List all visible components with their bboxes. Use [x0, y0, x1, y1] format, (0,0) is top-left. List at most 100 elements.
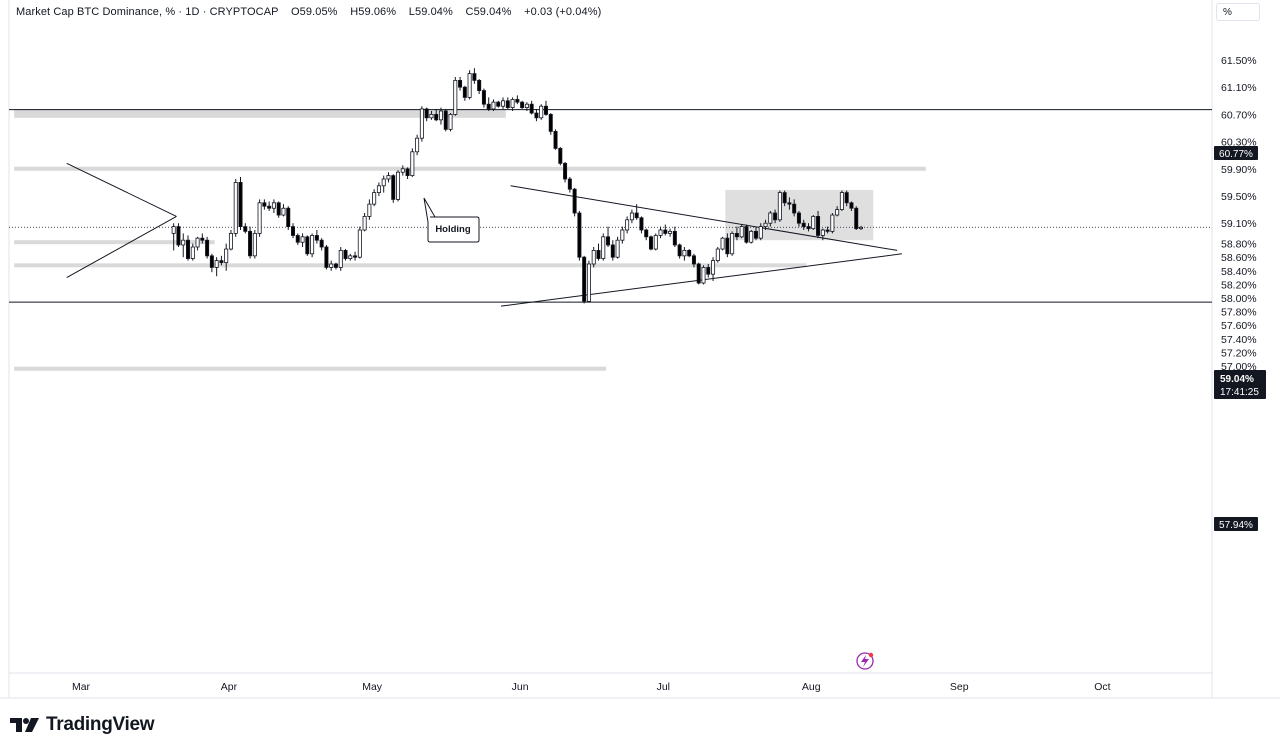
candle[interactable]	[586, 260, 591, 303]
candle[interactable]	[305, 235, 310, 256]
candle[interactable]	[610, 240, 615, 261]
candle[interactable]	[515, 95, 520, 105]
candle[interactable]	[663, 224, 668, 236]
candle[interactable]	[238, 176, 243, 230]
candle[interactable]	[310, 233, 315, 258]
candle[interactable]	[715, 247, 720, 263]
candle[interactable]	[691, 253, 696, 268]
candle[interactable]	[529, 100, 534, 115]
candle[interactable]	[806, 223, 811, 232]
candle[interactable]	[267, 201, 272, 211]
candle[interactable]	[534, 108, 539, 122]
bottom-band[interactable]	[14, 366, 607, 371]
candle[interactable]	[777, 190, 782, 222]
candle[interactable]	[839, 190, 844, 211]
candle[interactable]	[567, 176, 572, 193]
candle[interactable]	[510, 97, 515, 111]
candle[interactable]	[381, 175, 386, 193]
candle[interactable]	[749, 230, 754, 244]
candle[interactable]	[501, 97, 506, 109]
candle[interactable]	[462, 85, 467, 101]
candle[interactable]	[701, 265, 706, 285]
candle[interactable]	[558, 147, 563, 166]
candle[interactable]	[653, 233, 658, 251]
candle[interactable]	[281, 204, 286, 217]
candle[interactable]	[763, 219, 768, 230]
candle[interactable]	[419, 106, 424, 142]
candle[interactable]	[787, 197, 792, 210]
candle[interactable]	[553, 129, 558, 150]
candle[interactable]	[410, 148, 415, 177]
candle[interactable]	[176, 223, 181, 247]
candle[interactable]	[429, 111, 434, 120]
mid-resistance-line[interactable]	[14, 166, 926, 171]
candle[interactable]	[181, 233, 186, 258]
candle[interactable]	[195, 236, 200, 251]
candle[interactable]	[224, 243, 229, 271]
candle[interactable]	[453, 77, 458, 116]
candle[interactable]	[744, 224, 749, 244]
candle[interactable]	[400, 165, 405, 176]
candle[interactable]	[443, 108, 448, 132]
candle[interactable]	[271, 199, 276, 213]
candle[interactable]	[286, 206, 291, 230]
candle[interactable]	[200, 233, 205, 244]
left-wedge-upper[interactable]	[66, 162, 177, 217]
candle[interactable]	[257, 199, 262, 237]
candle[interactable]	[582, 255, 587, 304]
candle[interactable]	[276, 201, 281, 218]
candle[interactable]	[792, 199, 797, 217]
triangle-lower[interactable]	[500, 253, 903, 307]
candle[interactable]	[243, 223, 248, 234]
candle[interactable]	[386, 172, 391, 183]
candle[interactable]	[859, 225, 864, 230]
candle[interactable]	[314, 230, 319, 244]
candle[interactable]	[820, 228, 825, 241]
candle[interactable]	[486, 97, 491, 111]
candle[interactable]	[348, 253, 353, 261]
tradingview-footer[interactable]: TradingView	[10, 712, 155, 738]
candle[interactable]	[672, 226, 677, 247]
candle[interactable]	[367, 199, 372, 220]
price-axis[interactable]: 61.50% 61.10% 60.70% 60.30% 59.90% 59.50% 59.1…	[1221, 55, 1257, 373]
candle[interactable]	[539, 104, 544, 120]
candle[interactable]	[438, 107, 443, 125]
candle[interactable]	[209, 253, 214, 273]
candle[interactable]	[844, 190, 849, 207]
candle[interactable]	[262, 199, 267, 210]
candle[interactable]	[648, 235, 653, 251]
symbol-title[interactable]: Market Cap BTC Dominance, % · 1D · CRYPT…	[16, 6, 279, 18]
candle[interactable]	[543, 100, 548, 116]
candle[interactable]	[396, 170, 401, 202]
candle[interactable]	[620, 226, 625, 244]
lightning-alert-icon[interactable]	[856, 652, 874, 670]
candle[interactable]	[725, 233, 730, 258]
candle[interactable]	[811, 215, 816, 230]
candle[interactable]	[458, 77, 463, 91]
candle[interactable]	[563, 162, 568, 183]
candle[interactable]	[228, 230, 233, 251]
candle[interactable]	[830, 213, 835, 234]
candle[interactable]	[730, 231, 735, 256]
percent-scale-button[interactable]: %	[1216, 3, 1260, 21]
candle[interactable]	[424, 107, 429, 122]
candle[interactable]	[854, 206, 859, 230]
candle[interactable]	[753, 226, 758, 241]
candle[interactable]	[687, 249, 692, 258]
candle[interactable]	[496, 100, 501, 108]
candle[interactable]	[520, 100, 525, 109]
left-wedge-lower[interactable]	[66, 215, 177, 279]
candle[interactable]	[481, 88, 486, 108]
candle[interactable]	[835, 206, 840, 217]
candle[interactable]	[391, 174, 396, 203]
candle[interactable]	[472, 68, 477, 84]
candle[interactable]	[796, 210, 801, 227]
candle[interactable]	[801, 219, 806, 230]
candle[interactable]	[524, 102, 529, 111]
candle[interactable]	[677, 243, 682, 259]
time-axis[interactable]: Mar Apr May Jun Jul Aug Sep Oct	[72, 681, 1111, 693]
candle[interactable]	[758, 223, 763, 241]
candle[interactable]	[825, 226, 830, 234]
candle[interactable]	[405, 167, 410, 179]
